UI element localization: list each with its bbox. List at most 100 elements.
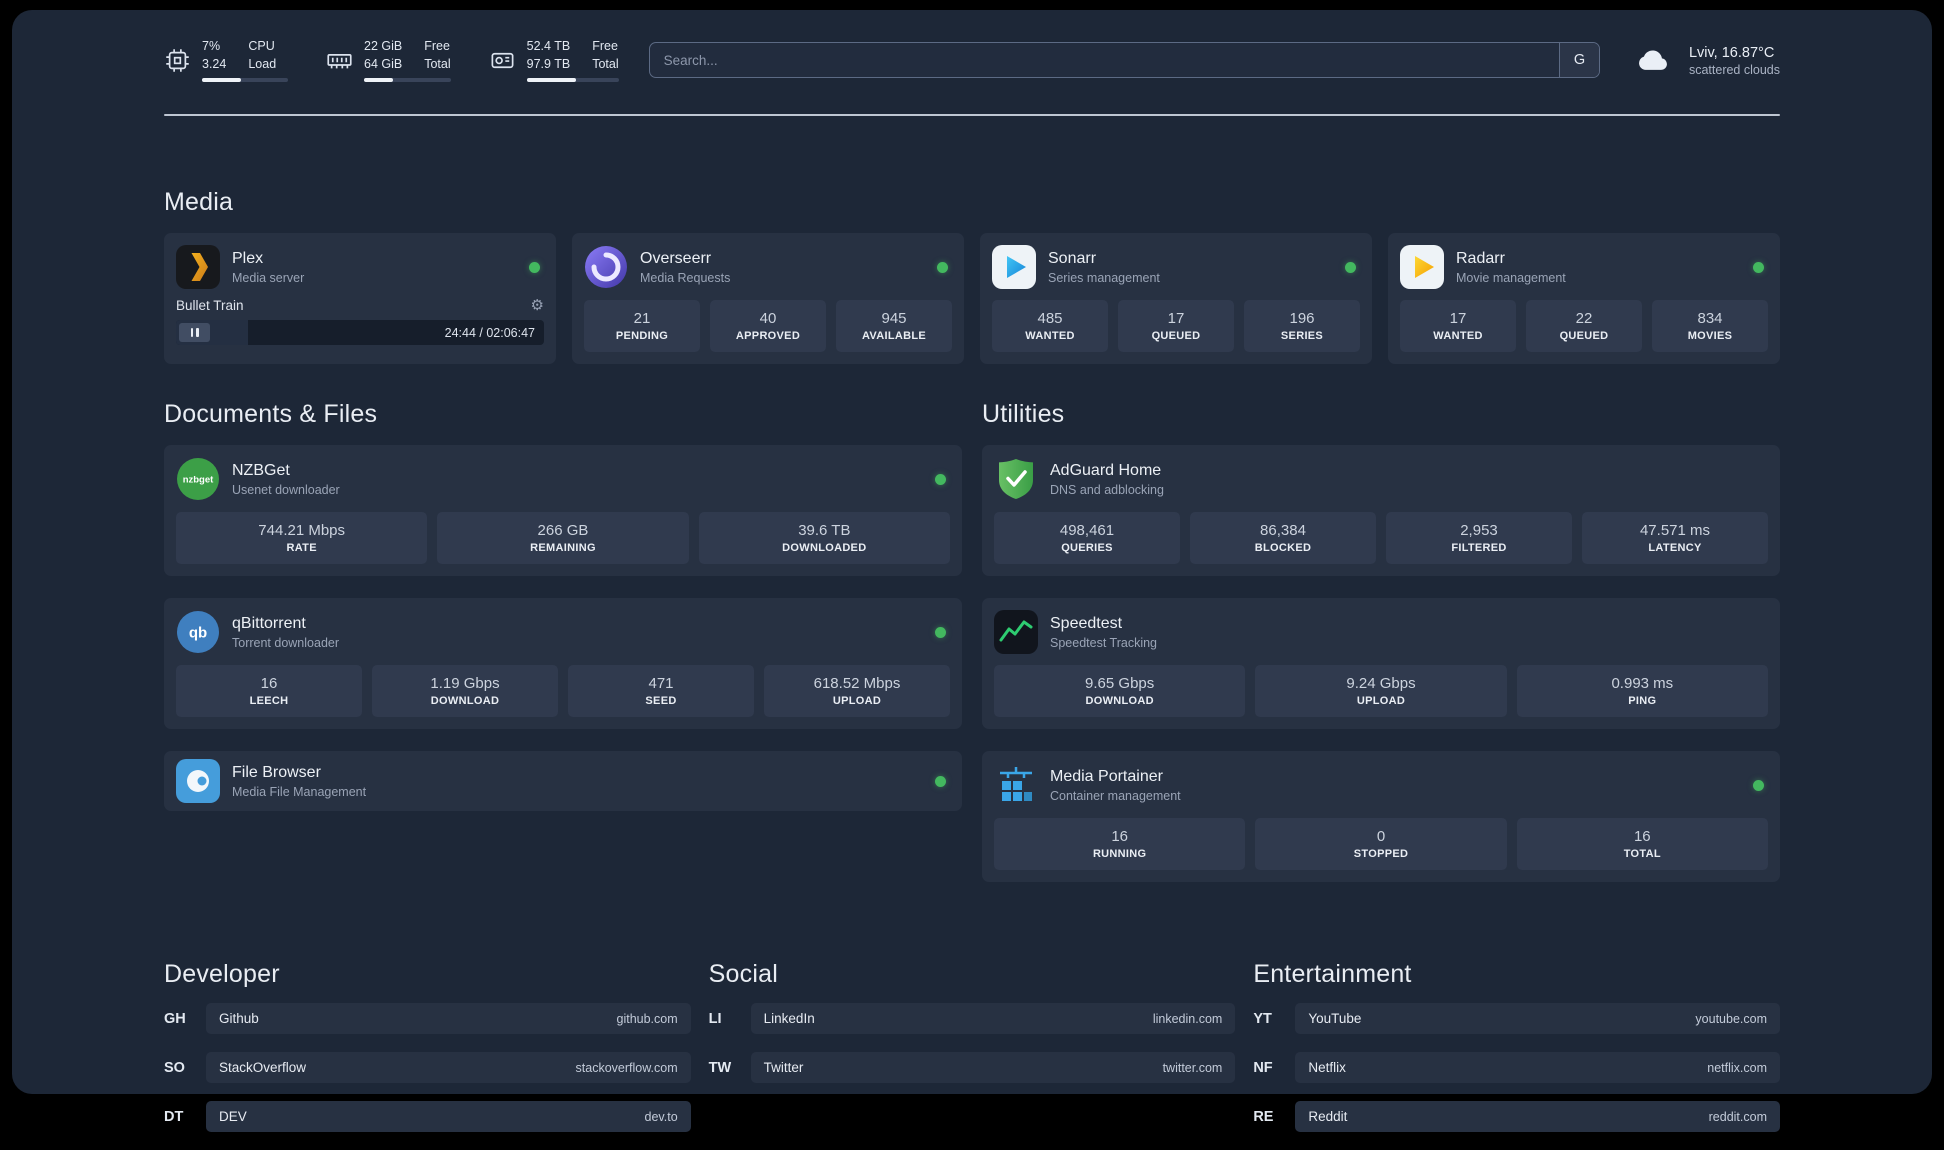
ram-progress-track — [364, 78, 451, 82]
stat-value: 471 — [648, 675, 674, 692]
adguard-app-link[interactable]: AdGuard Home DNS and adblocking — [994, 457, 1768, 501]
portainer-card: Media Portainer Container management 16 … — [982, 751, 1780, 882]
plex-progress-bar[interactable]: 24:44 / 02:06:47 — [176, 320, 544, 345]
bookmark-stackoverflow[interactable]: SO StackOverflow stackoverflow.com — [164, 1052, 691, 1083]
bookmark-dev[interactable]: DT DEV dev.to — [164, 1101, 691, 1132]
search-bar: G — [648, 42, 1600, 78]
app-name: Overseerr — [640, 250, 712, 267]
stat-label: RUNNING — [1092, 848, 1147, 860]
developer-bookmarks: Developer GH Github github.com SO StackO… — [164, 960, 691, 1150]
cloud-icon — [1639, 50, 1667, 70]
stat-label: UPLOAD — [1356, 695, 1406, 707]
stat-tile: 0.993 ms PING — [1516, 665, 1768, 717]
gear-icon[interactable]: ⚙ — [530, 297, 544, 314]
stat-tile: 834 MOVIES — [1652, 300, 1768, 352]
stat-label: SEED — [645, 695, 677, 707]
bookmark-url: linkedin.com — [1152, 1011, 1223, 1026]
system-stats: 7% 3.24 CPU Load — [164, 38, 619, 82]
section-heading-social: Social — [708, 960, 778, 988]
bookmark-abbr: RE — [1253, 1108, 1274, 1125]
filebrowser-app-link[interactable]: File Browser Media File Management — [176, 759, 950, 803]
disk-widget: 52.4 TB 97.9 TB Free Total — [489, 38, 619, 82]
stat-tile: 471 SEED — [568, 665, 754, 717]
bookmark-abbr: TW — [708, 1059, 732, 1076]
bookmark-twitter[interactable]: TW Twitter twitter.com — [709, 1052, 1236, 1083]
stat-tile: 618.52 Mbps UPLOAD — [764, 665, 950, 717]
bookmark-netflix[interactable]: NF Netflix netflix.com — [1253, 1052, 1780, 1083]
search-input[interactable] — [649, 43, 1559, 77]
sonarr-app-link[interactable]: Sonarr Series management — [992, 245, 1360, 289]
bookmark-name: DEV — [219, 1109, 247, 1124]
search-engine-button[interactable]: G — [1558, 43, 1599, 77]
app-description: Speedtest Tracking — [1050, 636, 1158, 650]
portainer-icon — [994, 763, 1038, 807]
status-dot — [529, 261, 540, 273]
pause-button[interactable] — [179, 323, 210, 342]
disk-progress-fill — [526, 78, 577, 82]
stat-label: STOPPED — [1353, 848, 1409, 860]
cpu-label: CPU — [248, 39, 275, 53]
stat-value: 39.6 TB — [798, 522, 851, 539]
stat-value: 40 — [759, 310, 777, 327]
stat-value: 196 — [1289, 310, 1315, 327]
stat-label: PING — [1628, 695, 1657, 707]
stat-tile: 0 STOPPED — [1255, 818, 1507, 870]
stat-tile: 9.24 Gbps UPLOAD — [1255, 665, 1507, 717]
section-heading-media: Media — [164, 188, 234, 216]
section-heading-documents: Documents & Files — [164, 400, 378, 428]
app-description: Usenet downloader — [232, 483, 340, 497]
bookmark-url: stackoverflow.com — [575, 1060, 678, 1075]
nzbget-icon: nzbget — [176, 457, 220, 501]
qbittorrent-app-link[interactable]: qb qBittorrent Torrent downloader — [176, 610, 950, 654]
stat-value: 86,384 — [1260, 522, 1306, 539]
bookmark-linkedin[interactable]: LI LinkedIn linkedin.com — [709, 1003, 1236, 1034]
plex-app-link[interactable]: Plex Media server — [176, 245, 544, 289]
adguard-stats: 498,461 QUERIES 86,384 BLOCKED 2,953 FIL… — [994, 512, 1768, 564]
plex-card: Plex Media server Bullet Train ⚙ 24:44 / — [164, 233, 556, 364]
stat-value: 266 GB — [537, 522, 589, 539]
adguard-icon — [994, 457, 1038, 501]
bookmark-name: YouTube — [1308, 1011, 1362, 1026]
bookmark-reddit[interactable]: RE Reddit reddit.com — [1253, 1101, 1780, 1132]
stat-value: 21 — [633, 310, 651, 327]
svg-text:qb: qb — [189, 625, 207, 642]
app-name: qBittorrent — [232, 615, 306, 632]
stat-tile: 2,953 FILTERED — [1386, 512, 1572, 564]
stat-tile: 498,461 QUERIES — [994, 512, 1180, 564]
stat-label: PENDING — [615, 330, 669, 342]
app-name: File Browser — [232, 764, 321, 781]
stat-tile: 266 GB REMAINING — [437, 512, 689, 564]
bookmark-name: Reddit — [1308, 1109, 1348, 1124]
bookmark-url: twitter.com — [1162, 1060, 1223, 1075]
stat-label: UPLOAD — [832, 695, 882, 707]
adguard-card: AdGuard Home DNS and adblocking 498,461 … — [982, 445, 1780, 576]
stat-label: APPROVED — [735, 330, 801, 342]
stat-value: 2,953 — [1460, 522, 1498, 539]
nzbget-app-link[interactable]: nzbget NZBGet Usenet downloader — [176, 457, 950, 501]
speedtest-app-link[interactable]: Speedtest Speedtest Tracking — [994, 610, 1768, 654]
stat-tile: 744.21 Mbps RATE — [176, 512, 428, 564]
bookmark-name: Netflix — [1308, 1060, 1346, 1075]
radarr-app-link[interactable]: Radarr Movie management — [1400, 245, 1768, 289]
bookmark-abbr: GH — [164, 1010, 186, 1027]
disk-total-label: Total — [592, 56, 619, 71]
bookmark-youtube[interactable]: YT YouTube youtube.com — [1253, 1003, 1780, 1034]
playback-time: 24:44 / 02:06:47 — [444, 325, 535, 340]
app-name: Speedtest — [1050, 615, 1123, 632]
stat-value: 9.24 Gbps — [1346, 675, 1416, 692]
overseerr-app-link[interactable]: Overseerr Media Requests — [584, 245, 952, 289]
portainer-app-link[interactable]: Media Portainer Container management — [994, 763, 1768, 807]
radarr-card: Radarr Movie management 17 WANTED 22 QUE… — [1388, 233, 1780, 364]
bookmark-github[interactable]: GH Github github.com — [164, 1003, 691, 1034]
status-dot — [935, 626, 946, 638]
stat-label: FILTERED — [1451, 542, 1507, 554]
speedtest-card: Speedtest Speedtest Tracking 9.65 Gbps D… — [982, 598, 1780, 729]
bookmark-url: netflix.com — [1707, 1060, 1767, 1075]
stat-value: 16 — [1633, 828, 1651, 845]
entertainment-bookmarks: Entertainment YT YouTube youtube.com NF … — [1253, 960, 1780, 1150]
ram-widget: 22 GiB 64 GiB Free Total — [326, 38, 451, 82]
qbittorrent-card: qb qBittorrent Torrent downloader 16 LEE… — [164, 598, 962, 729]
section-heading-utilities: Utilities — [982, 400, 1065, 428]
social-bookmarks: Social LI LinkedIn linkedin.com TW Twitt… — [709, 960, 1236, 1150]
cpu-percent: 7% — [202, 39, 221, 53]
